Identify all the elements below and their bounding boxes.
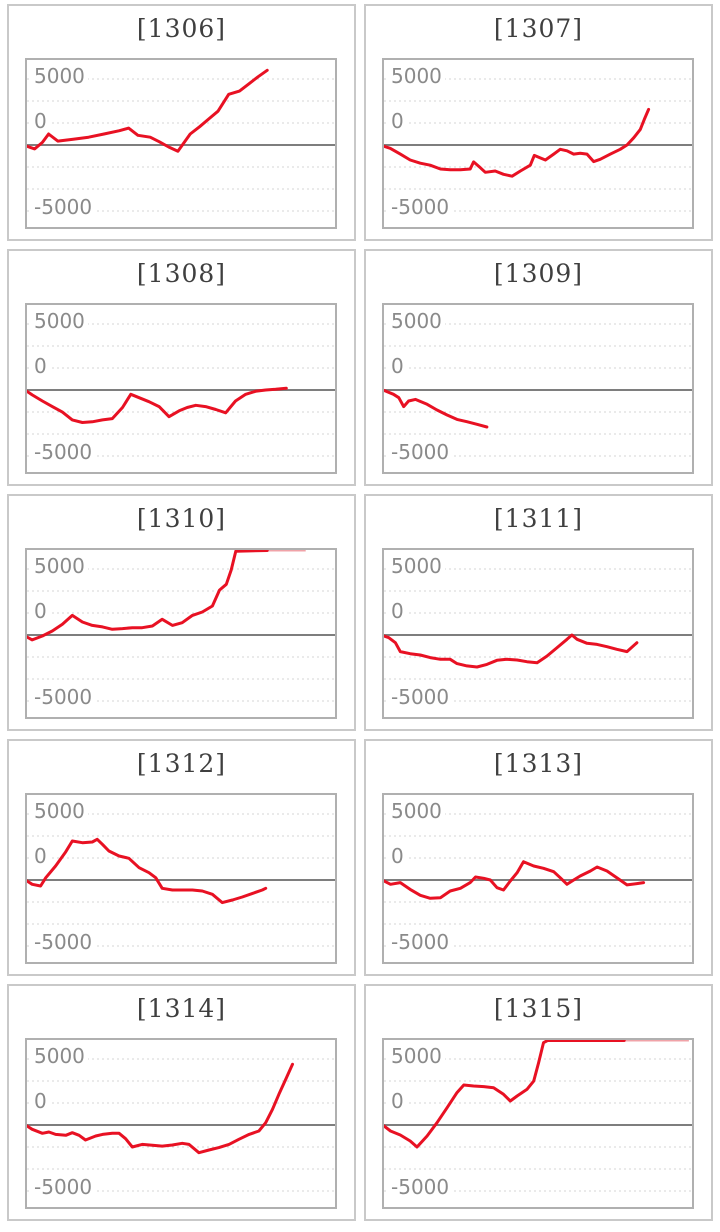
y-axis-label-neg5000: -5000 bbox=[388, 196, 453, 218]
chart-title: [1307] bbox=[493, 14, 584, 43]
chart-panel: [1313] 5000 0 -5000 bbox=[364, 739, 713, 976]
plot-area: 5000 0 -5000 bbox=[25, 548, 337, 719]
series-line bbox=[27, 1062, 294, 1155]
chart-title: [1315] bbox=[493, 994, 584, 1023]
y-axis-label-neg5000: -5000 bbox=[31, 441, 96, 463]
y-axis-label-0: 0 bbox=[31, 355, 50, 377]
y-axis-label-neg5000: -5000 bbox=[31, 931, 96, 953]
y-axis-label-neg5000: -5000 bbox=[31, 1176, 96, 1198]
series-line bbox=[384, 107, 651, 178]
y-axis-label-5000: 5000 bbox=[31, 310, 88, 332]
y-axis-label-5000: 5000 bbox=[388, 1045, 445, 1067]
chart-panel: [1307] 5000 0 -5000 bbox=[364, 4, 713, 241]
y-axis-label-0: 0 bbox=[31, 1090, 50, 1112]
y-axis-label-neg5000: -5000 bbox=[388, 1176, 453, 1198]
series-line bbox=[384, 860, 646, 900]
series-line bbox=[27, 68, 269, 153]
y-axis-label-0: 0 bbox=[388, 845, 407, 867]
y-axis-label-5000: 5000 bbox=[388, 800, 445, 822]
plot-area: 5000 0 -5000 bbox=[25, 58, 337, 229]
chart-title: [1310] bbox=[136, 504, 227, 533]
y-axis-label-0: 0 bbox=[31, 110, 50, 132]
chart-title: [1309] bbox=[493, 259, 584, 288]
chart-title: [1311] bbox=[493, 504, 584, 533]
y-axis-label-0: 0 bbox=[31, 845, 50, 867]
y-axis-label-5000: 5000 bbox=[31, 1045, 88, 1067]
plot-area: 5000 0 -5000 bbox=[382, 548, 694, 719]
y-axis-label-neg5000: -5000 bbox=[388, 931, 453, 953]
line-chart bbox=[27, 323, 335, 457]
line-chart bbox=[384, 1040, 692, 1192]
series-line bbox=[384, 1040, 626, 1149]
y-axis-label-0: 0 bbox=[388, 110, 407, 132]
series-line bbox=[384, 633, 639, 669]
chart-panel: [1308] 5000 0 -5000 bbox=[7, 249, 356, 486]
y-axis-label-neg5000: -5000 bbox=[31, 196, 96, 218]
chart-panel: [1312] 5000 0 -5000 bbox=[7, 739, 356, 976]
line-chart bbox=[27, 68, 335, 212]
plot-area: 5000 0 -5000 bbox=[25, 1038, 337, 1209]
plot-area: 5000 0 -5000 bbox=[382, 303, 694, 474]
y-axis-label-neg5000: -5000 bbox=[388, 686, 453, 708]
y-axis-label-0: 0 bbox=[31, 600, 50, 622]
y-axis-label-5000: 5000 bbox=[31, 800, 88, 822]
plot-area: 5000 0 -5000 bbox=[382, 1038, 694, 1209]
plot-area: 5000 0 -5000 bbox=[25, 793, 337, 964]
y-axis-label-0: 0 bbox=[388, 1090, 407, 1112]
plot-area: 5000 0 -5000 bbox=[382, 793, 694, 964]
y-axis-label-5000: 5000 bbox=[388, 65, 445, 87]
chart-panel: [1315] 5000 0 -5000 bbox=[364, 984, 713, 1221]
y-axis-label-5000: 5000 bbox=[388, 310, 445, 332]
y-axis-label-5000: 5000 bbox=[31, 65, 88, 87]
line-chart bbox=[384, 568, 692, 702]
chart-panel: [1311] 5000 0 -5000 bbox=[364, 494, 713, 731]
y-axis-label-neg5000: -5000 bbox=[388, 441, 453, 463]
chart-title: [1312] bbox=[136, 749, 227, 778]
plot-area: 5000 0 -5000 bbox=[382, 58, 694, 229]
plot-area: 5000 0 -5000 bbox=[25, 303, 337, 474]
chart-panel: [1306] 5000 0 -5000 bbox=[7, 4, 356, 241]
chart-title: [1314] bbox=[136, 994, 227, 1023]
chart-panel: [1310] 5000 0 -5000 bbox=[7, 494, 356, 731]
chart-panel: [1314] 5000 0 -5000 bbox=[7, 984, 356, 1221]
y-axis-label-neg5000: -5000 bbox=[31, 686, 96, 708]
y-axis-label-0: 0 bbox=[388, 355, 407, 377]
y-axis-label-5000: 5000 bbox=[31, 555, 88, 577]
series-line bbox=[27, 837, 268, 905]
series-line bbox=[27, 550, 269, 642]
y-axis-label-5000: 5000 bbox=[388, 555, 445, 577]
chart-panel: [1309] 5000 0 -5000 bbox=[364, 249, 713, 486]
series-line bbox=[384, 388, 489, 429]
chart-title: [1308] bbox=[136, 259, 227, 288]
y-axis-label-0: 0 bbox=[388, 600, 407, 622]
series-line bbox=[27, 386, 288, 424]
chart-title: [1306] bbox=[136, 14, 227, 43]
chart-title: [1313] bbox=[493, 749, 584, 778]
